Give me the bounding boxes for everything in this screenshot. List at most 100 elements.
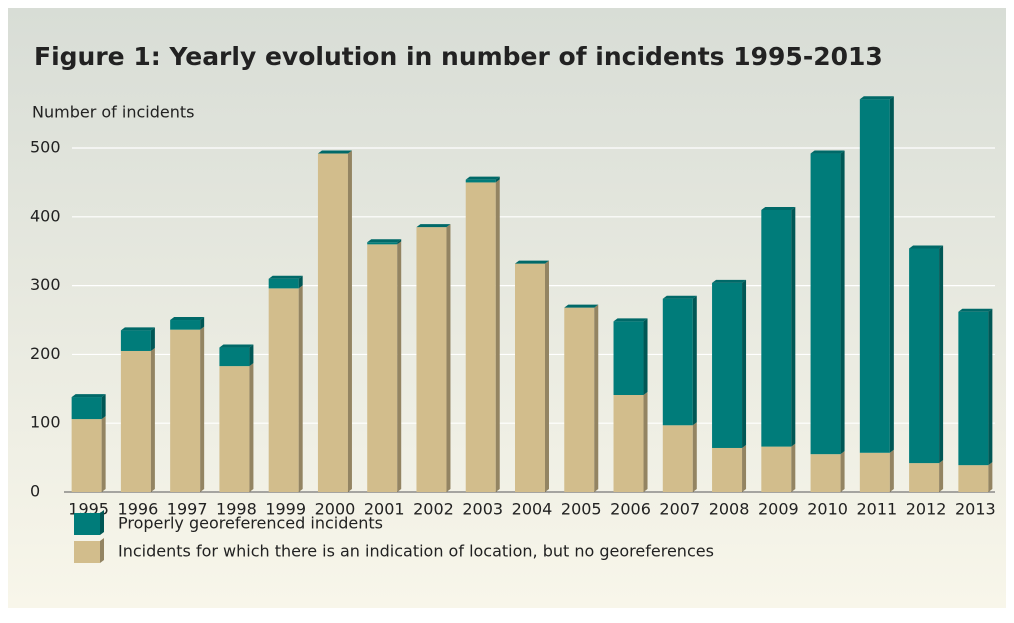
bar-top [367, 239, 402, 243]
bar-top [810, 150, 845, 154]
bar-segment [859, 99, 890, 453]
bar-segment [170, 320, 201, 330]
bar-segment [564, 307, 595, 492]
y-tick-label: 100 [30, 413, 61, 432]
bar-segment [367, 242, 398, 245]
bar-side [397, 241, 402, 492]
bar-top [268, 275, 303, 279]
y-tick-label: 400 [30, 206, 61, 225]
bar-top [859, 96, 894, 100]
bar-side [101, 394, 106, 420]
bar-top [613, 318, 648, 322]
bar-side [495, 179, 500, 492]
x-tick-label: 2004 [512, 500, 553, 519]
bar-top [662, 295, 697, 299]
y-tick-label: 500 [30, 138, 61, 157]
bar-segment [219, 366, 250, 492]
bar-top [120, 327, 155, 331]
legend-swatch-side [100, 538, 104, 563]
bar-segment [268, 278, 299, 289]
bar-side [643, 392, 648, 492]
bar-side [150, 327, 155, 351]
bar-side [889, 449, 894, 492]
x-tick-label: 1998 [216, 500, 257, 519]
bar-top [71, 394, 106, 398]
legend-swatch-side [100, 510, 104, 535]
y-tick-label: 300 [30, 275, 61, 294]
x-tick-label: 2011 [856, 500, 897, 519]
x-tick-label: 2009 [758, 500, 799, 519]
bar-segment [712, 282, 743, 448]
bar-side [495, 176, 500, 183]
bar-segment [120, 330, 151, 351]
bar-segment [416, 227, 447, 492]
bar-side [742, 444, 747, 492]
bar-segment [909, 248, 940, 464]
bar-segment [761, 209, 792, 447]
x-tick-label: 2007 [659, 500, 700, 519]
bar-top [219, 344, 254, 348]
y-tick-label: 200 [30, 344, 61, 363]
bar-side [791, 206, 796, 447]
y-tick-label: 0 [30, 482, 40, 501]
legend-label: Incidents for which there is an indicati… [118, 542, 714, 561]
x-tick-label: 1996 [118, 500, 159, 519]
bar-segment [761, 446, 792, 492]
bar-top [317, 150, 352, 154]
bar-segment [662, 425, 693, 492]
legend-swatch [74, 541, 100, 563]
x-tick-label: 2001 [364, 500, 405, 519]
bar-segment [810, 153, 841, 455]
chart-title: Figure 1: Yearly evolution in number of … [34, 42, 883, 71]
bar-side [101, 416, 106, 492]
bar-segment [613, 395, 644, 492]
bar-side [249, 363, 254, 492]
bar-top [958, 308, 993, 312]
bar-segment [71, 397, 102, 420]
bar-segment [662, 298, 693, 426]
bar-top [909, 245, 944, 249]
bar-side [742, 279, 747, 448]
bar-segment [170, 329, 201, 492]
bar-side [347, 150, 352, 492]
bar-segment [268, 288, 299, 492]
bar-side [889, 96, 894, 453]
bar-top [712, 279, 747, 283]
bar-side [988, 462, 993, 492]
bar-side [200, 317, 205, 330]
bar-side [692, 295, 697, 426]
bar-side [446, 224, 451, 492]
x-tick-label: 2010 [807, 500, 848, 519]
bar-segment [367, 244, 398, 492]
bar-segment [120, 350, 151, 492]
x-tick-label: 1999 [265, 500, 306, 519]
x-tick-label: 1997 [167, 500, 208, 519]
bar-side [939, 245, 944, 464]
bar-side [791, 443, 796, 492]
bar-segment [909, 463, 940, 492]
bar-segment [712, 447, 743, 492]
bar-side [298, 275, 303, 289]
bar-side [545, 260, 549, 492]
x-tick-label: 2006 [610, 500, 651, 519]
bar-top [170, 317, 205, 321]
bar-side [692, 422, 697, 492]
bar-top [416, 224, 451, 228]
bar-side [594, 304, 599, 492]
x-tick-label: 2002 [413, 500, 454, 519]
x-tick-label: 2013 [955, 500, 996, 519]
bar-segment [465, 179, 496, 183]
bar-side [150, 347, 155, 492]
bar-segment [219, 347, 250, 367]
x-tick-label: 2003 [462, 500, 503, 519]
bar-segment [71, 419, 102, 492]
bar-top [761, 206, 796, 210]
x-tick-label: 2008 [709, 500, 750, 519]
bar-segment [859, 452, 890, 492]
bar-segment [515, 263, 545, 492]
bar-top [465, 176, 500, 180]
bar-side [840, 150, 845, 455]
bar-segment [465, 182, 496, 492]
